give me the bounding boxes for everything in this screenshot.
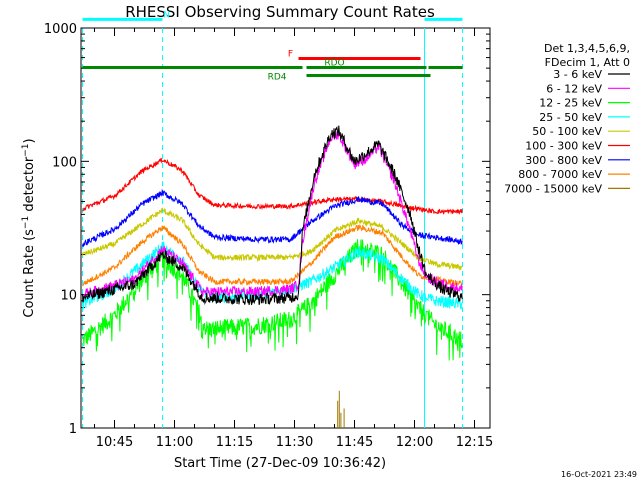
- timestamp: 16-Oct-2021 23:49: [561, 470, 637, 479]
- flag-label: N: [163, 10, 170, 20]
- series-line: [82, 239, 463, 361]
- y-tick-label: 100: [52, 155, 77, 170]
- flag-label: F: [288, 50, 293, 60]
- y-tick-label: 1: [69, 422, 77, 437]
- plot-frame: [80, 27, 491, 429]
- state-flags: N F RDO RD4: [82, 10, 463, 83]
- y-axis-label: Count Rate (s−1 detector−1): [21, 138, 37, 317]
- x-tick-label: 11:45: [336, 435, 373, 450]
- series-line: [82, 188, 463, 248]
- y-label-sup-2: −1: [21, 143, 31, 156]
- chart-title: RHESSI Observing Summary Count Rates: [125, 3, 435, 21]
- y-label-part-1: Count Rate (s: [22, 229, 37, 318]
- x-tick-label: 12:00: [396, 435, 433, 450]
- legend-entry: 100 - 300 keV: [525, 140, 602, 153]
- series-line: [82, 130, 463, 299]
- series-line: [82, 157, 463, 215]
- legend-entry: 300 - 800 keV: [525, 154, 602, 167]
- y-tick-label: 1000: [44, 22, 77, 37]
- y-label-part-3: ): [22, 138, 37, 143]
- legend: Det 1,3,4,5,6,9,FDecim 1, Att 03 - 6 keV…: [504, 42, 630, 195]
- legend-entry: 50 - 100 keV: [532, 125, 602, 138]
- y-label-part-2: detector: [22, 156, 37, 216]
- legend-entry: 25 - 50 keV: [539, 111, 602, 124]
- series-line: [82, 125, 463, 306]
- series-lines: [82, 125, 463, 428]
- x-tick-label: 11:00: [156, 435, 193, 450]
- x-tick-label: 11:15: [216, 435, 253, 450]
- axis-ticks: 10:45 11:00 11:15 11:30 11:45 12:00 12:15 1 10 10…: [44, 22, 493, 450]
- series-line: [82, 207, 463, 271]
- y-label-sup-1: −1: [21, 216, 31, 229]
- flag-label: RD4: [268, 73, 287, 83]
- x-tick-label: 10:45: [96, 435, 133, 450]
- x-tick-label: 11:30: [276, 435, 313, 450]
- flag-label: RDO: [324, 59, 344, 69]
- y-tick-label: 10: [60, 289, 77, 304]
- legend-entry: 800 - 7000 keV: [518, 168, 602, 181]
- x-tick-label: 12:15: [456, 435, 493, 450]
- legend-entry: 12 - 25 keV: [539, 97, 602, 110]
- legend-entry: 6 - 12 keV: [546, 82, 602, 95]
- legend-entry: 3 - 6 keV: [553, 68, 602, 81]
- legend-header: Det 1,3,4,5,6,9,: [544, 42, 630, 55]
- series-line: [82, 223, 463, 287]
- legend-header: FDecim 1, Att 0: [545, 56, 630, 69]
- x-axis-label: Start Time (27-Dec-09 10:36:42): [174, 456, 386, 471]
- legend-entry: 7000 - 15000 keV: [504, 182, 602, 195]
